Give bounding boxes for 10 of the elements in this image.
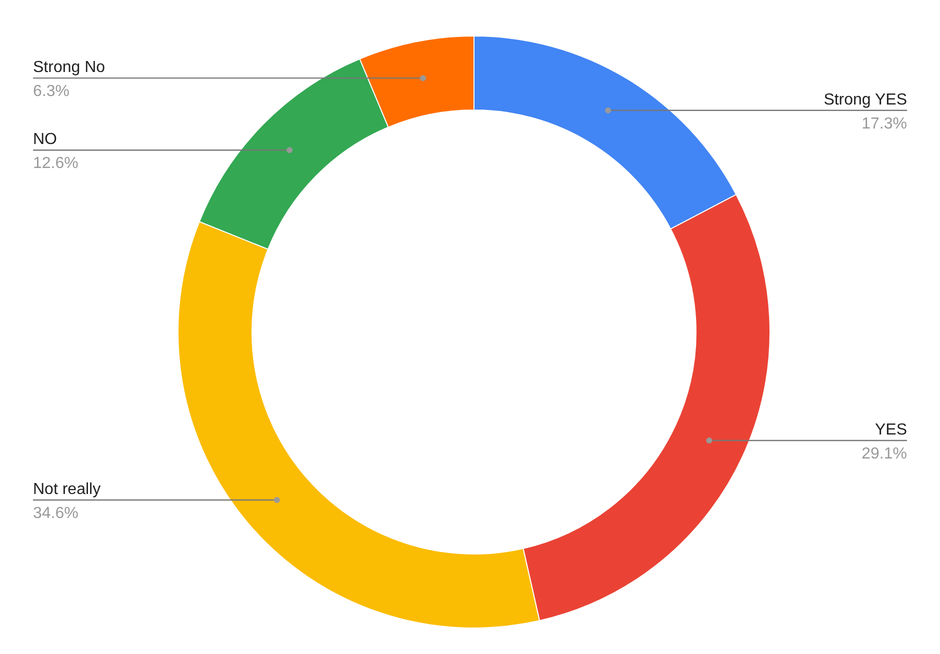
slice-label: Strong YES	[824, 91, 907, 108]
slice-label: YES	[874, 422, 907, 439]
data-label: 17.3%	[862, 115, 907, 132]
data-label: 12.6%	[33, 155, 78, 172]
slice-label: NO	[33, 131, 57, 148]
data-label: 29.1%	[862, 446, 907, 463]
slice-label: Not really	[33, 481, 101, 498]
data-label: 6.3%	[33, 83, 70, 100]
slice-label: Strong No	[33, 59, 106, 76]
data-label: 34.6%	[33, 505, 78, 522]
